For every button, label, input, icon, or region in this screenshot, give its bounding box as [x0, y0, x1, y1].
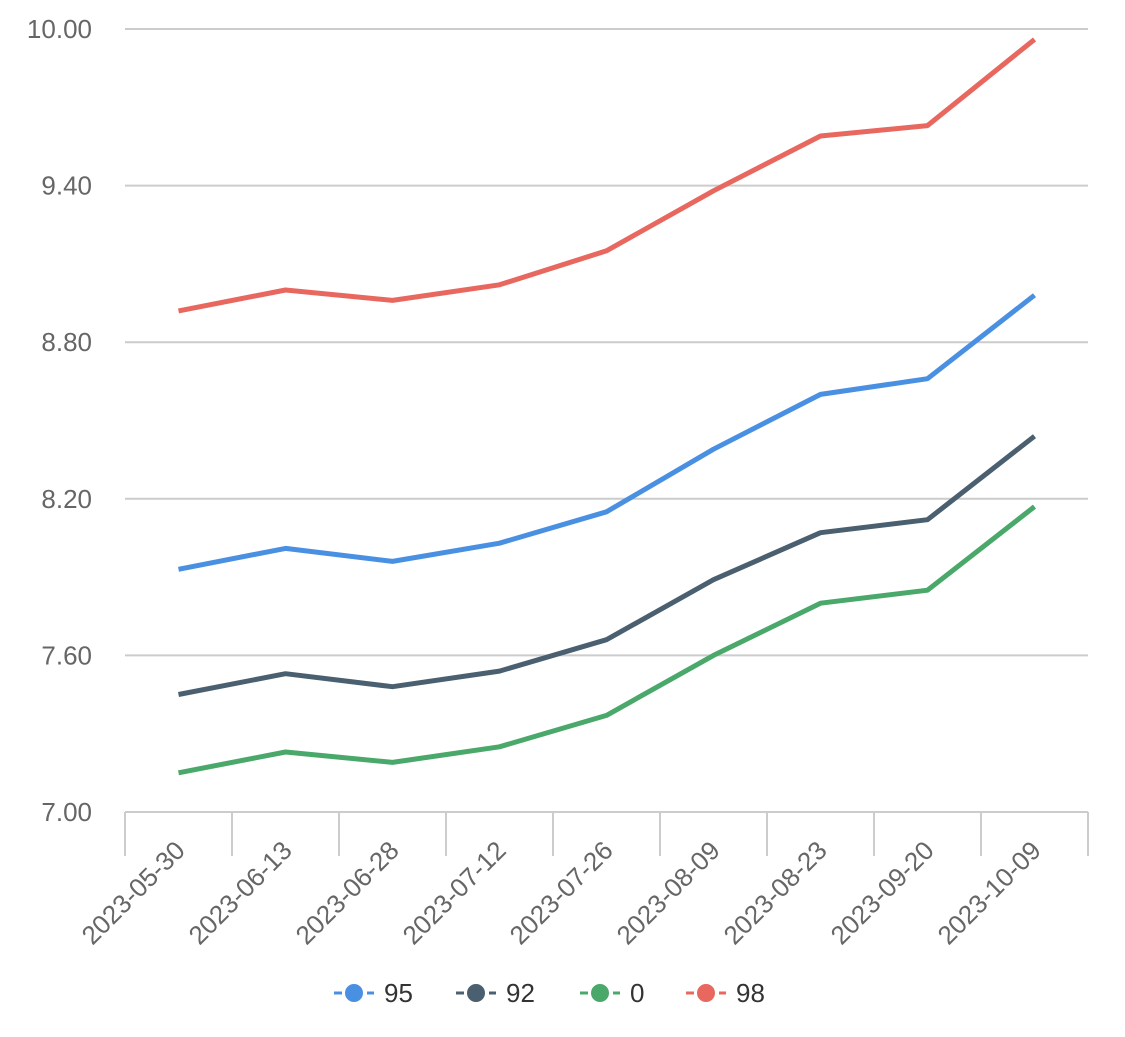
- legend-marker-icon: [589, 982, 611, 1004]
- legend-item-92[interactable]: 92: [456, 978, 535, 1008]
- x-tick-label: 2023-10-09: [931, 835, 1046, 950]
- series-line-92: [178, 434, 1037, 697]
- legend-item-95[interactable]: 95: [334, 978, 413, 1008]
- y-axis: 7.00 7.60 8.20 8.80 9.40 10.00: [27, 14, 92, 827]
- series-line-0: [178, 504, 1037, 776]
- series-lines: [178, 37, 1037, 776]
- x-tick-label: 2023-06-28: [289, 835, 404, 950]
- legend-marker-icon: [695, 982, 717, 1004]
- y-tick-label: 7.00: [41, 797, 92, 827]
- y-tick-label: 9.40: [41, 171, 92, 201]
- x-tick-label: 2023-06-13: [182, 835, 297, 950]
- legend-label: 98: [736, 978, 765, 1008]
- legend-label: 92: [506, 978, 535, 1008]
- x-tick-label: 2023-09-20: [824, 835, 939, 950]
- x-tick-label: 2023-07-26: [503, 835, 618, 950]
- legend-label: 0: [630, 978, 644, 1008]
- grid-lines: [125, 28, 1088, 813]
- x-tick-label: 2023-08-09: [610, 835, 725, 950]
- y-tick-label: 8.20: [41, 484, 92, 514]
- x-axis: 2023-05-302023-06-132023-06-282023-07-12…: [75, 812, 1089, 950]
- legend-marker-icon: [343, 982, 365, 1004]
- legend-marker-icon: [465, 982, 487, 1004]
- legend-item-98[interactable]: 98: [686, 978, 765, 1008]
- series-line-95: [178, 293, 1037, 572]
- y-tick-label: 8.80: [41, 327, 92, 357]
- series-line-98: [178, 37, 1037, 314]
- x-tick-label: 2023-07-12: [396, 835, 511, 950]
- x-tick-label: 2023-05-30: [75, 835, 190, 950]
- legend: 95 92 0 98: [334, 978, 765, 1008]
- y-tick-label: 7.60: [41, 640, 92, 670]
- y-tick-label: 10.00: [27, 14, 92, 44]
- x-tick-label: 2023-08-23: [717, 835, 832, 950]
- legend-item-0[interactable]: 0: [580, 978, 644, 1008]
- legend-label: 95: [384, 978, 413, 1008]
